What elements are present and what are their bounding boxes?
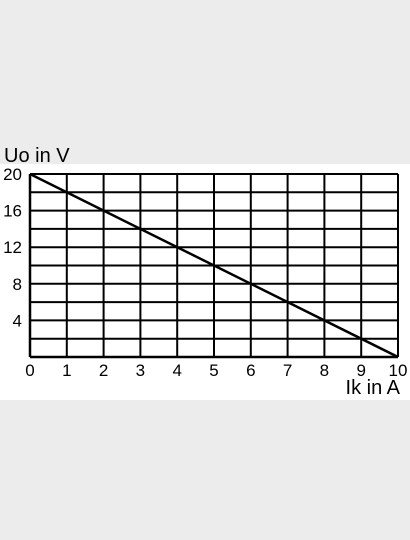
x-tick-label: 6: [246, 361, 255, 380]
x-axis-label: Ik in A: [346, 377, 401, 399]
y-tick-label: 8: [13, 275, 22, 294]
y-tick-labels: 4 8 12 16 20: [3, 165, 22, 330]
x-tick-label: 4: [172, 361, 181, 380]
y-tick-label: 4: [13, 311, 22, 330]
x-tick-label: 8: [320, 361, 329, 380]
x-tick-label: 3: [136, 361, 145, 380]
axes: [28, 174, 398, 359]
y-tick-label: 16: [3, 202, 22, 221]
y-axis-label: Uo in V: [4, 145, 70, 167]
y-tick-label: 20: [3, 165, 22, 184]
series-layer: [29, 172, 399, 359]
x-tick-label: 5: [209, 361, 218, 380]
x-tick-label: 7: [283, 361, 292, 380]
x-tick-label: 9: [356, 361, 365, 380]
chart-panel: [0, 164, 410, 400]
x-tick-label: 1: [62, 361, 71, 380]
x-tick-labels: 0 1 2 3 4 5 6 7 8 9 10: [25, 361, 407, 380]
x-tick-label: 2: [99, 361, 108, 380]
grid: [29, 173, 399, 358]
x-tick-label: 0: [25, 361, 34, 380]
series-line: [29, 172, 399, 359]
y-tick-label: 12: [3, 238, 22, 257]
x-tick-label: 10: [389, 361, 408, 380]
